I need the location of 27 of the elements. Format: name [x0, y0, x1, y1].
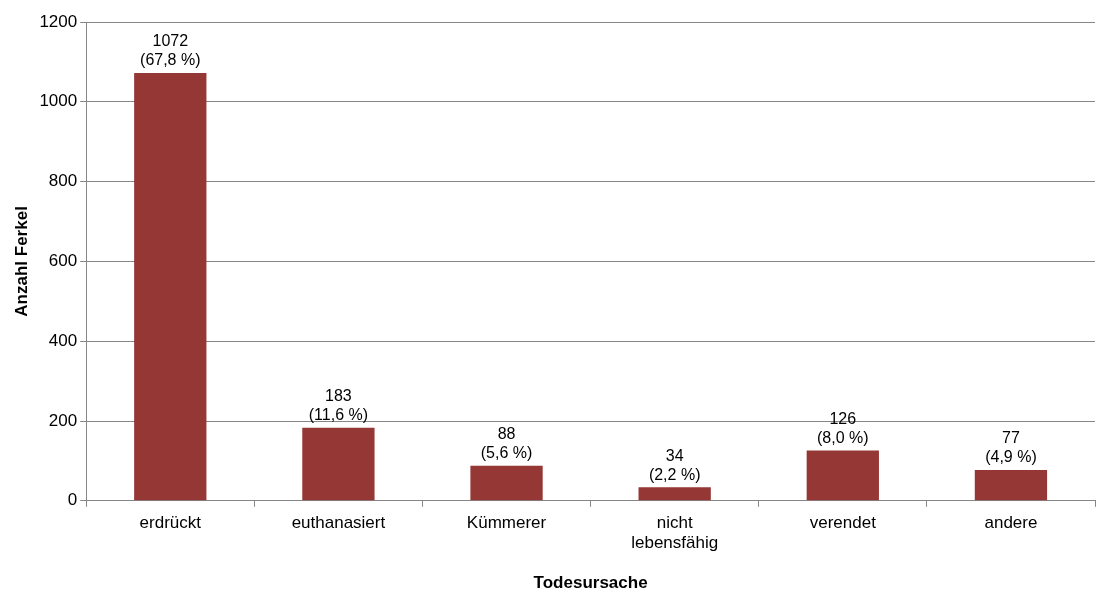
data-label: 34 (2,2 %)	[648, 446, 701, 483]
data-label: 183 (11,6 %)	[308, 387, 369, 424]
y-tick-label: 1200	[39, 11, 78, 31]
data-label: 77 (4,9 %)	[985, 429, 1037, 466]
bar	[134, 73, 207, 501]
x-tick-label: euthanasiert	[291, 512, 386, 532]
data-label: 126 (8,0 %)	[817, 409, 869, 446]
x-tick-label: verendet	[809, 512, 877, 532]
y-tick-label: 200	[48, 410, 78, 430]
y-tick-label: 0	[67, 490, 78, 510]
y-tick-label: 800	[48, 171, 78, 191]
x-tick-label: erdrückt	[139, 512, 202, 532]
bar	[974, 470, 1048, 501]
bar	[470, 465, 543, 501]
data-label: 88 (5,6 %)	[480, 425, 533, 462]
data-label: 1072 (67,8 %)	[140, 32, 201, 69]
y-tick-label: 400	[48, 330, 78, 350]
x-tick-label: andere	[984, 512, 1038, 532]
bar	[302, 427, 375, 501]
bar	[638, 487, 711, 501]
x-tick-label: nicht lebensfähig	[631, 512, 719, 553]
y-tick-label: 600	[48, 251, 78, 271]
bar	[806, 450, 879, 501]
x-tick-label: Kümmerer	[466, 512, 547, 532]
x-axis-title: Todesursache	[533, 573, 648, 593]
y-axis-title: Anzahl Ferkel	[11, 206, 31, 317]
y-tick-label: 1000	[39, 91, 78, 111]
